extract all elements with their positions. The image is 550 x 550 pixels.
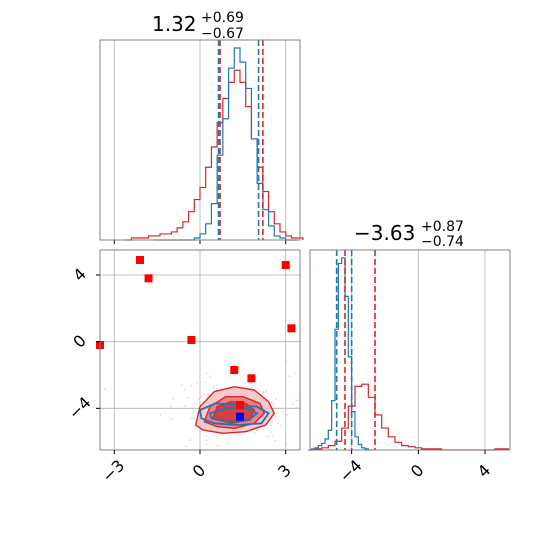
joint-sample-point [254,431,256,434]
title-param-1-value: 1.32 [152,12,197,36]
title-param-1-lower: −0.67 [201,26,244,42]
joint-sample-point [199,403,201,405]
joint-sample-point [217,444,219,447]
joint-sample-point [285,360,288,363]
joint-sample-point [205,435,207,438]
joint-sample-point [269,431,272,433]
joint-sample-point [274,439,277,442]
joint-sample-point [250,387,253,390]
joint-y-tick-label: 4 [69,264,90,285]
joint-sample-point [265,389,267,392]
marginal-2-x-tick-label: 0 [407,461,428,482]
joint-sample-point [274,397,277,400]
joint-sample-point [262,390,265,393]
joint-sample-point [295,399,298,402]
joint-sample-point [212,385,215,388]
marginal-2-blue-histogram [308,257,372,451]
joint-sample-point [159,413,162,416]
joint-sample-point [198,398,200,401]
joint-y-tick-label: 0 [69,331,90,352]
joint-sample-point [204,381,207,384]
joint-sample-point [190,417,193,420]
joint-sample-point [282,411,285,413]
joint-red-marker [187,336,196,344]
joint-sample-point [227,442,230,444]
joint-blue-contour [198,402,270,426]
joint-sample-point [266,435,269,438]
panel-joint: −3 0 3 4 0 −4 [65,249,301,486]
joint-sample-point [169,405,172,408]
joint-sample-point [170,417,172,420]
title-param-2: −3.63 +0.87 −0.74 [354,219,464,250]
joint-sample-point [203,393,206,396]
joint-sample-point [273,407,275,410]
joint-sample-point [255,429,258,432]
joint-sample-point [193,410,195,413]
marginal-2-x-tick-label: −4 [336,456,366,486]
joint-sample-point [104,388,106,391]
title-param-2-upper: +0.87 [421,219,464,235]
title-param-2-value: −3.63 [354,221,415,245]
joint-sample-point [205,439,208,442]
joint-sample-point [175,407,178,410]
joint-x-tick-label: 0 [189,461,210,482]
joint-sample-point [205,395,208,398]
joint-sample-point [196,381,198,384]
joint-sample-point [207,393,210,396]
joint-sample-point [288,375,291,378]
panel-marginal-2: −4 0 4 [308,249,511,486]
joint-sample-point [205,372,208,375]
joint-sample-point [180,383,183,386]
joint-red-marker [136,256,144,264]
joint-sample-point [276,422,279,425]
joint-blue-marker [236,412,244,421]
joint-y-tick-label: −4 [65,393,95,423]
joint-sample-point [257,428,260,431]
joint-sample-point [272,402,275,405]
joint-x-tick-label: −3 [98,456,128,486]
title-param-2-lower: −0.74 [421,234,464,250]
joint-sample-point [284,413,287,416]
joint-blue-contour [208,407,259,423]
joint-sample-point [295,406,297,409]
joint-sample-point [215,384,218,387]
joint-sample-point [274,416,277,418]
title-param-1-upper: +0.69 [201,10,244,26]
joint-sample-point [189,439,192,441]
joint-x-tick-label: 3 [274,461,295,482]
joint-sample-point [291,403,294,406]
joint-sample-point [172,397,174,400]
joint-sample-point [190,385,193,387]
joint-sample-point [269,424,272,427]
joint-sample-point [279,424,282,427]
marginal-2-x-tick-label: 4 [474,461,495,482]
joint-red-marker [281,261,290,269]
joint-sample-point [184,388,187,391]
joint-sample-point [286,413,289,416]
joint-red-marker [247,374,256,383]
marginal-1-border [99,39,301,241]
joint-sample-point [186,396,189,399]
joint-red-marker [287,324,296,333]
joint-sample-point [204,443,207,446]
title-param-1: 1.32 +0.69 −0.67 [152,10,244,42]
joint-sample-point [183,405,186,408]
joint-sample-point [270,401,273,404]
joint-sample-point [285,442,288,445]
joint-sample-point [200,395,203,398]
joint-sample-point [271,435,274,438]
joint-red-marker [144,274,153,283]
joint-red-marker [230,366,239,374]
joint-sample-point [209,375,212,378]
joint-sample-point [263,425,266,428]
joint-sample-point [293,372,296,374]
marginal-2-background [310,250,510,450]
joint-red-marker [236,401,244,409]
marginal-2-border [309,249,511,451]
panel-marginal-1 [99,39,304,244]
joint-sample-point [184,445,187,448]
joint-sample-point [192,417,195,420]
joint-sample-point [275,407,278,410]
